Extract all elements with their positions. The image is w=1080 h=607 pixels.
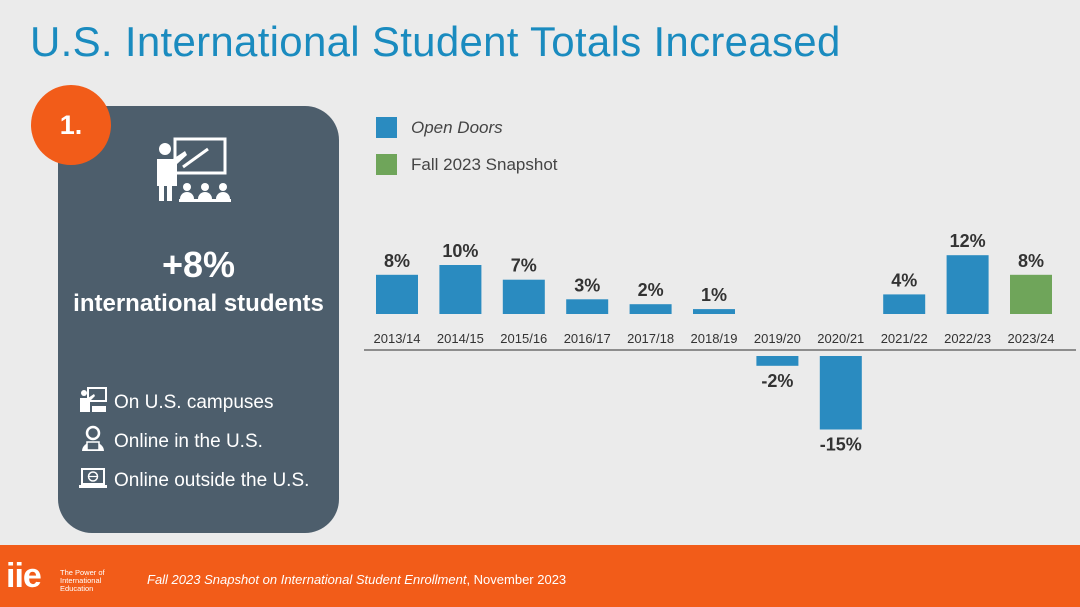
growth-value: +8%: [161, 244, 236, 285]
bar: [502, 279, 545, 314]
legend-label: Open Doors: [411, 117, 503, 137]
laptop-globe-icon: [78, 464, 114, 498]
summary-panel: +8% international students On U.S. campu…: [58, 106, 339, 533]
classroom-icon: [78, 386, 114, 420]
teacher-presentation-icon: [153, 137, 243, 210]
mode-label: Online in the U.S.: [114, 431, 263, 452]
data-label: 8%: [384, 251, 410, 271]
x-tick-label: 2015/16: [500, 331, 547, 346]
data-label: 8%: [1018, 251, 1044, 271]
data-label: -2%: [761, 371, 793, 391]
data-label: 10%: [442, 241, 478, 261]
mode-label: Online outside the U.S.: [114, 470, 310, 491]
data-label: 1%: [701, 285, 727, 305]
bar: [439, 265, 482, 314]
data-label: 4%: [891, 270, 917, 290]
x-tick-label: 2023/24: [1008, 331, 1055, 346]
growth-label: international students: [73, 290, 324, 317]
bar: [629, 304, 672, 314]
slide-title: U.S. International Student Totals Increa…: [30, 18, 841, 65]
source-citation: Fall 2023 Snapshot on International Stud…: [147, 572, 566, 587]
mode-online-us: Online in the U.S.: [78, 425, 263, 459]
bar: [819, 356, 862, 430]
bar: [946, 255, 989, 314]
online-user-icon: [78, 425, 114, 459]
step-badge: 1.: [31, 85, 111, 165]
bar: [883, 294, 926, 314]
logo-tagline: The Power of International Education: [60, 568, 105, 593]
bar: [376, 274, 418, 314]
mode-on-campus: On U.S. campuses: [78, 386, 273, 420]
x-tick-label: 2014/15: [437, 331, 484, 346]
data-label: -15%: [820, 435, 862, 455]
bar-chart: 2013/14 8% 2014/15 10% 2015/16 7% 2016/17 3% 201…: [364, 231, 1076, 455]
x-tick-label: 2016/17: [564, 331, 611, 346]
legend-swatch: [376, 117, 397, 138]
legend-swatch: [376, 154, 397, 175]
x-tick-label: 2022/23: [944, 331, 991, 346]
legend-item-fall-snapshot: Fall 2023 Snapshot: [376, 154, 558, 175]
legend-label: Fall 2023 Snapshot: [411, 154, 558, 174]
bar: [756, 356, 799, 366]
bar: [566, 299, 609, 314]
citation-title: Fall 2023 Snapshot on International Stud…: [147, 572, 467, 587]
iie-logo: iie: [6, 557, 42, 595]
x-tick-label: 2013/14: [374, 331, 421, 346]
mode-online-abroad: Online outside the U.S.: [78, 464, 309, 498]
data-label: 2%: [638, 280, 664, 300]
x-tick-label: 2020/21: [817, 331, 864, 346]
data-label: 7%: [511, 256, 537, 276]
x-tick-label: 2021/22: [881, 331, 928, 346]
x-tick-label: 2019/20: [754, 331, 801, 346]
legend-item-open-doors: Open Doors: [376, 117, 503, 138]
bar: [1010, 274, 1052, 314]
bar: [693, 309, 735, 314]
x-tick-label: 2018/19: [691, 331, 738, 346]
citation-date: , November 2023: [466, 572, 567, 587]
x-tick-label: 2017/18: [627, 331, 674, 346]
data-label: 12%: [950, 231, 986, 251]
footer-bar: iie The Power of International Education…: [0, 545, 1080, 607]
data-label: 3%: [574, 275, 600, 295]
mode-label: On U.S. campuses: [114, 392, 274, 413]
